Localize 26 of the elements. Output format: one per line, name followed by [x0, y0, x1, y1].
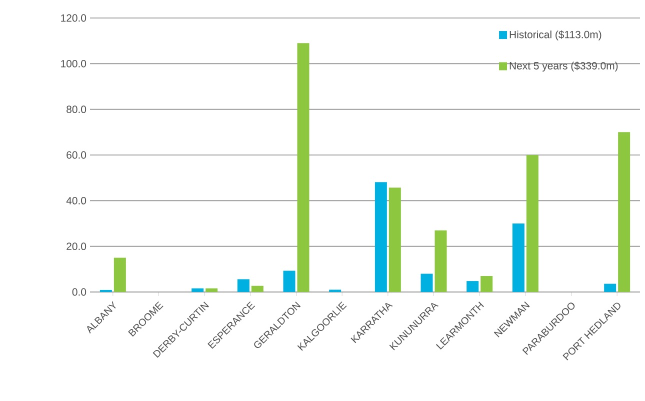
- bar: [512, 224, 524, 292]
- bar: [480, 276, 493, 292]
- bar: [297, 43, 310, 292]
- bar: [420, 274, 433, 292]
- bar: [206, 288, 218, 292]
- legend-label: Next 5 years ($339.0m): [510, 62, 618, 72]
- bar: [237, 279, 250, 292]
- y-tick-label: 20.0: [66, 242, 86, 250]
- bar: [374, 182, 387, 292]
- legend-label: Historical ($113.0m): [510, 30, 602, 40]
- bar: [618, 132, 630, 292]
- y-tick-label: 60.0: [66, 151, 86, 159]
- y-tick-label: 100.0: [61, 60, 86, 68]
- bar: [466, 281, 479, 292]
- y-tick-label: 0.0: [72, 288, 86, 296]
- bar: [388, 188, 401, 292]
- bar: [251, 286, 264, 292]
- y-tick-label: 120.0: [61, 14, 86, 22]
- bar: [526, 154, 538, 292]
- bar: [192, 288, 204, 292]
- bar: [114, 258, 126, 292]
- y-tick-label: 80.0: [66, 106, 86, 114]
- bar: [604, 284, 616, 292]
- y-tick-label: 40.0: [66, 196, 86, 204]
- bar: [283, 270, 296, 292]
- bar: [434, 230, 447, 292]
